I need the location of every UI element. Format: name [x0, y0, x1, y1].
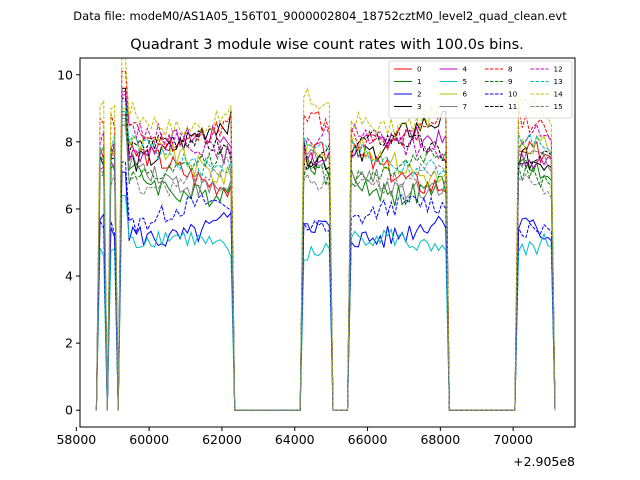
y-tick-label: 2: [65, 336, 73, 351]
figure-suptitle: Data file: modeM0/AS1A05_156T01_90000028…: [73, 9, 567, 23]
legend-label: 3: [417, 102, 422, 111]
legend-label: 6: [463, 90, 468, 99]
x-tick-label: 60000: [129, 432, 169, 447]
legend-label: 7: [463, 102, 468, 111]
x-tick-label: 62000: [202, 432, 242, 447]
series-line-12: [95, 91, 556, 411]
x-tick-label: 68000: [420, 432, 460, 447]
legend-label: 0: [417, 65, 422, 74]
series-line-5: [95, 195, 556, 411]
x-axis: 58000 60000 62000 64000 66000 68000 70000: [56, 427, 533, 447]
series-line-3: [95, 87, 556, 411]
y-tick-label: 8: [65, 134, 73, 149]
plot-lines: [95, 58, 556, 411]
series-line-15: [95, 121, 556, 411]
legend-label: 9: [508, 77, 513, 86]
chart-title: Quadrant 3 module wise count rates with …: [130, 37, 524, 53]
series-line-11: [95, 97, 556, 411]
series-line-7: [95, 117, 556, 411]
x-tick-label: 58000: [56, 432, 96, 447]
legend-box: [388, 60, 573, 119]
series-line-2: [95, 171, 556, 411]
legend-label: 13: [554, 77, 563, 86]
legend-label: 15: [554, 102, 563, 111]
x-offset-label: +2.905e8: [513, 454, 575, 469]
legend-label: 1: [417, 77, 422, 86]
legend-label: 14: [554, 90, 564, 99]
y-tick-label: 6: [65, 201, 73, 216]
legend-label: 2: [417, 90, 422, 99]
y-axis: 0 2 4 6 8 10: [57, 67, 80, 418]
series-line-8: [95, 70, 556, 411]
legend-label: 11: [508, 102, 517, 111]
legend-label: 5: [463, 77, 468, 86]
legend-label: 8: [508, 65, 513, 74]
y-tick-label: 4: [65, 269, 73, 284]
series-line-10: [95, 161, 556, 411]
legend-label: 12: [554, 65, 563, 74]
plot-frame: [79, 57, 576, 428]
x-tick-label: 70000: [493, 432, 533, 447]
legend-label: 10: [508, 90, 518, 99]
y-tick-label: 10: [57, 67, 73, 82]
x-tick-label: 66000: [348, 432, 388, 447]
legend-label: 4: [463, 65, 468, 74]
y-tick-label: 0: [65, 403, 73, 418]
x-tick-label: 64000: [275, 432, 315, 447]
